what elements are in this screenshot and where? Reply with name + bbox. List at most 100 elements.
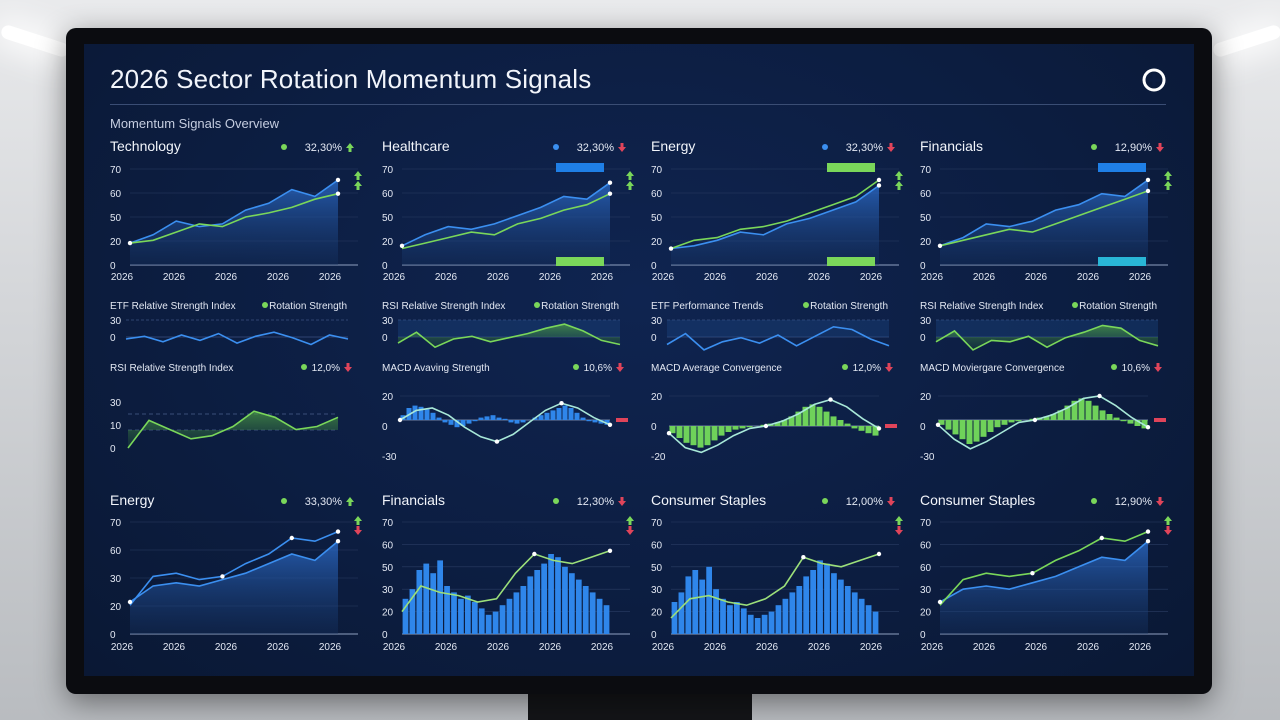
x-tick-label: 2026 (1025, 642, 1048, 653)
signal-line (668, 398, 880, 454)
histogram-bar (795, 411, 802, 426)
point (1032, 417, 1038, 423)
badge-dot (553, 498, 559, 504)
y-tick-label: 30 (651, 316, 663, 327)
histogram-bar (598, 420, 604, 424)
y-tick-label: -20 (651, 452, 666, 463)
histogram-bar (802, 406, 809, 426)
x-tick-label: 2026 (921, 272, 944, 283)
bar (575, 579, 582, 634)
series-line-2 (401, 192, 611, 250)
badge-dot (822, 144, 828, 150)
histogram-bar (592, 420, 598, 423)
bar (402, 598, 409, 634)
histogram-bar (952, 420, 959, 435)
y-tick-label: 70 (920, 518, 932, 529)
badge-dot (1111, 364, 1117, 370)
point (763, 423, 769, 429)
rsi-line (127, 410, 339, 449)
strip-left-label: ETF Performance Trends (651, 301, 763, 312)
bar (569, 573, 575, 634)
y-tick-label: 20 (651, 608, 663, 619)
bar (810, 570, 816, 634)
point (801, 555, 806, 560)
histogram-bar (1092, 405, 1099, 420)
bar (699, 579, 706, 634)
bar (678, 592, 685, 634)
histogram-bar (697, 426, 704, 448)
x-tick-label: 2026 (487, 642, 510, 653)
series-line (401, 550, 611, 613)
chart-title: MACD Moviergare Convergence (920, 363, 1065, 374)
badge-arrow-icon (887, 143, 895, 152)
x-tick-label: 2026 (1077, 272, 1100, 283)
point (532, 551, 537, 557)
bar (796, 586, 803, 634)
badge-arrow-icon (618, 143, 626, 152)
side-arrow-icon (626, 181, 634, 190)
y-tick-label: 20 (110, 237, 122, 248)
histogram-bar (959, 420, 966, 440)
bar (747, 614, 754, 634)
histogram-bar (739, 426, 746, 429)
y-tick-label: 20 (651, 392, 663, 403)
dashboard-screen: 2026 Sector Rotation Momentum Signals Mo… (84, 44, 1194, 676)
badge-value: 12,00% (846, 496, 884, 508)
histogram-bar (412, 405, 418, 420)
point (666, 431, 672, 436)
x-tick-label: 2026 (1077, 642, 1100, 653)
point (220, 574, 225, 579)
point (289, 535, 294, 541)
badge-arrow-icon (346, 497, 354, 506)
bar (851, 592, 858, 634)
bar (534, 570, 541, 634)
signal-line (399, 402, 611, 443)
strip-right-label: Rotation Strength (541, 301, 619, 312)
histogram-bar (1134, 420, 1141, 426)
legend-dot (1072, 302, 1078, 308)
bar (520, 586, 527, 634)
chart-macd_1: MACD Avaving Strength 10,6% 20 0 -30 (382, 363, 628, 463)
y-tick-label: 0 (651, 630, 657, 641)
badge-value: 10,6% (1122, 363, 1150, 374)
chart-title: Healthcare (382, 138, 450, 154)
chart-etf_rsi_1: ETF Relative Strength Index Rotation Stre… (110, 301, 349, 346)
signal-line (937, 395, 1149, 450)
side-arrow-icon (895, 526, 903, 535)
histogram-bar (454, 420, 460, 428)
bar (838, 579, 844, 634)
y-tick-label: 60 (920, 189, 932, 200)
point (127, 240, 133, 246)
bar (444, 586, 450, 634)
point (127, 599, 133, 605)
y-tick-label: 30 (651, 585, 663, 596)
x-tick-label: 2026 (756, 642, 779, 653)
histogram-bar (580, 417, 586, 420)
histogram-bar (690, 426, 697, 446)
point (607, 548, 613, 553)
y-tick-label: 0 (382, 422, 388, 433)
histogram-bar (774, 422, 781, 426)
rsi-line-area (128, 411, 338, 448)
histogram-bar (562, 405, 568, 420)
strength-line (935, 324, 1159, 351)
signal-marker (885, 424, 897, 428)
x-tick-label: 2026 (267, 272, 290, 283)
y-tick-label: 20 (920, 392, 932, 403)
x-tick-label: 2026 (539, 642, 562, 653)
histogram-bar (711, 426, 718, 441)
histogram-bar (1127, 420, 1134, 424)
histogram-bar (704, 426, 711, 446)
badge-dot (822, 498, 828, 504)
strip-right-label: Rotation Strength (1079, 301, 1157, 312)
x-tick-label: 2026 (704, 642, 727, 653)
bar (706, 566, 712, 634)
point (607, 180, 613, 185)
bar (824, 563, 830, 634)
histogram-bar (746, 426, 753, 428)
point (935, 422, 941, 427)
